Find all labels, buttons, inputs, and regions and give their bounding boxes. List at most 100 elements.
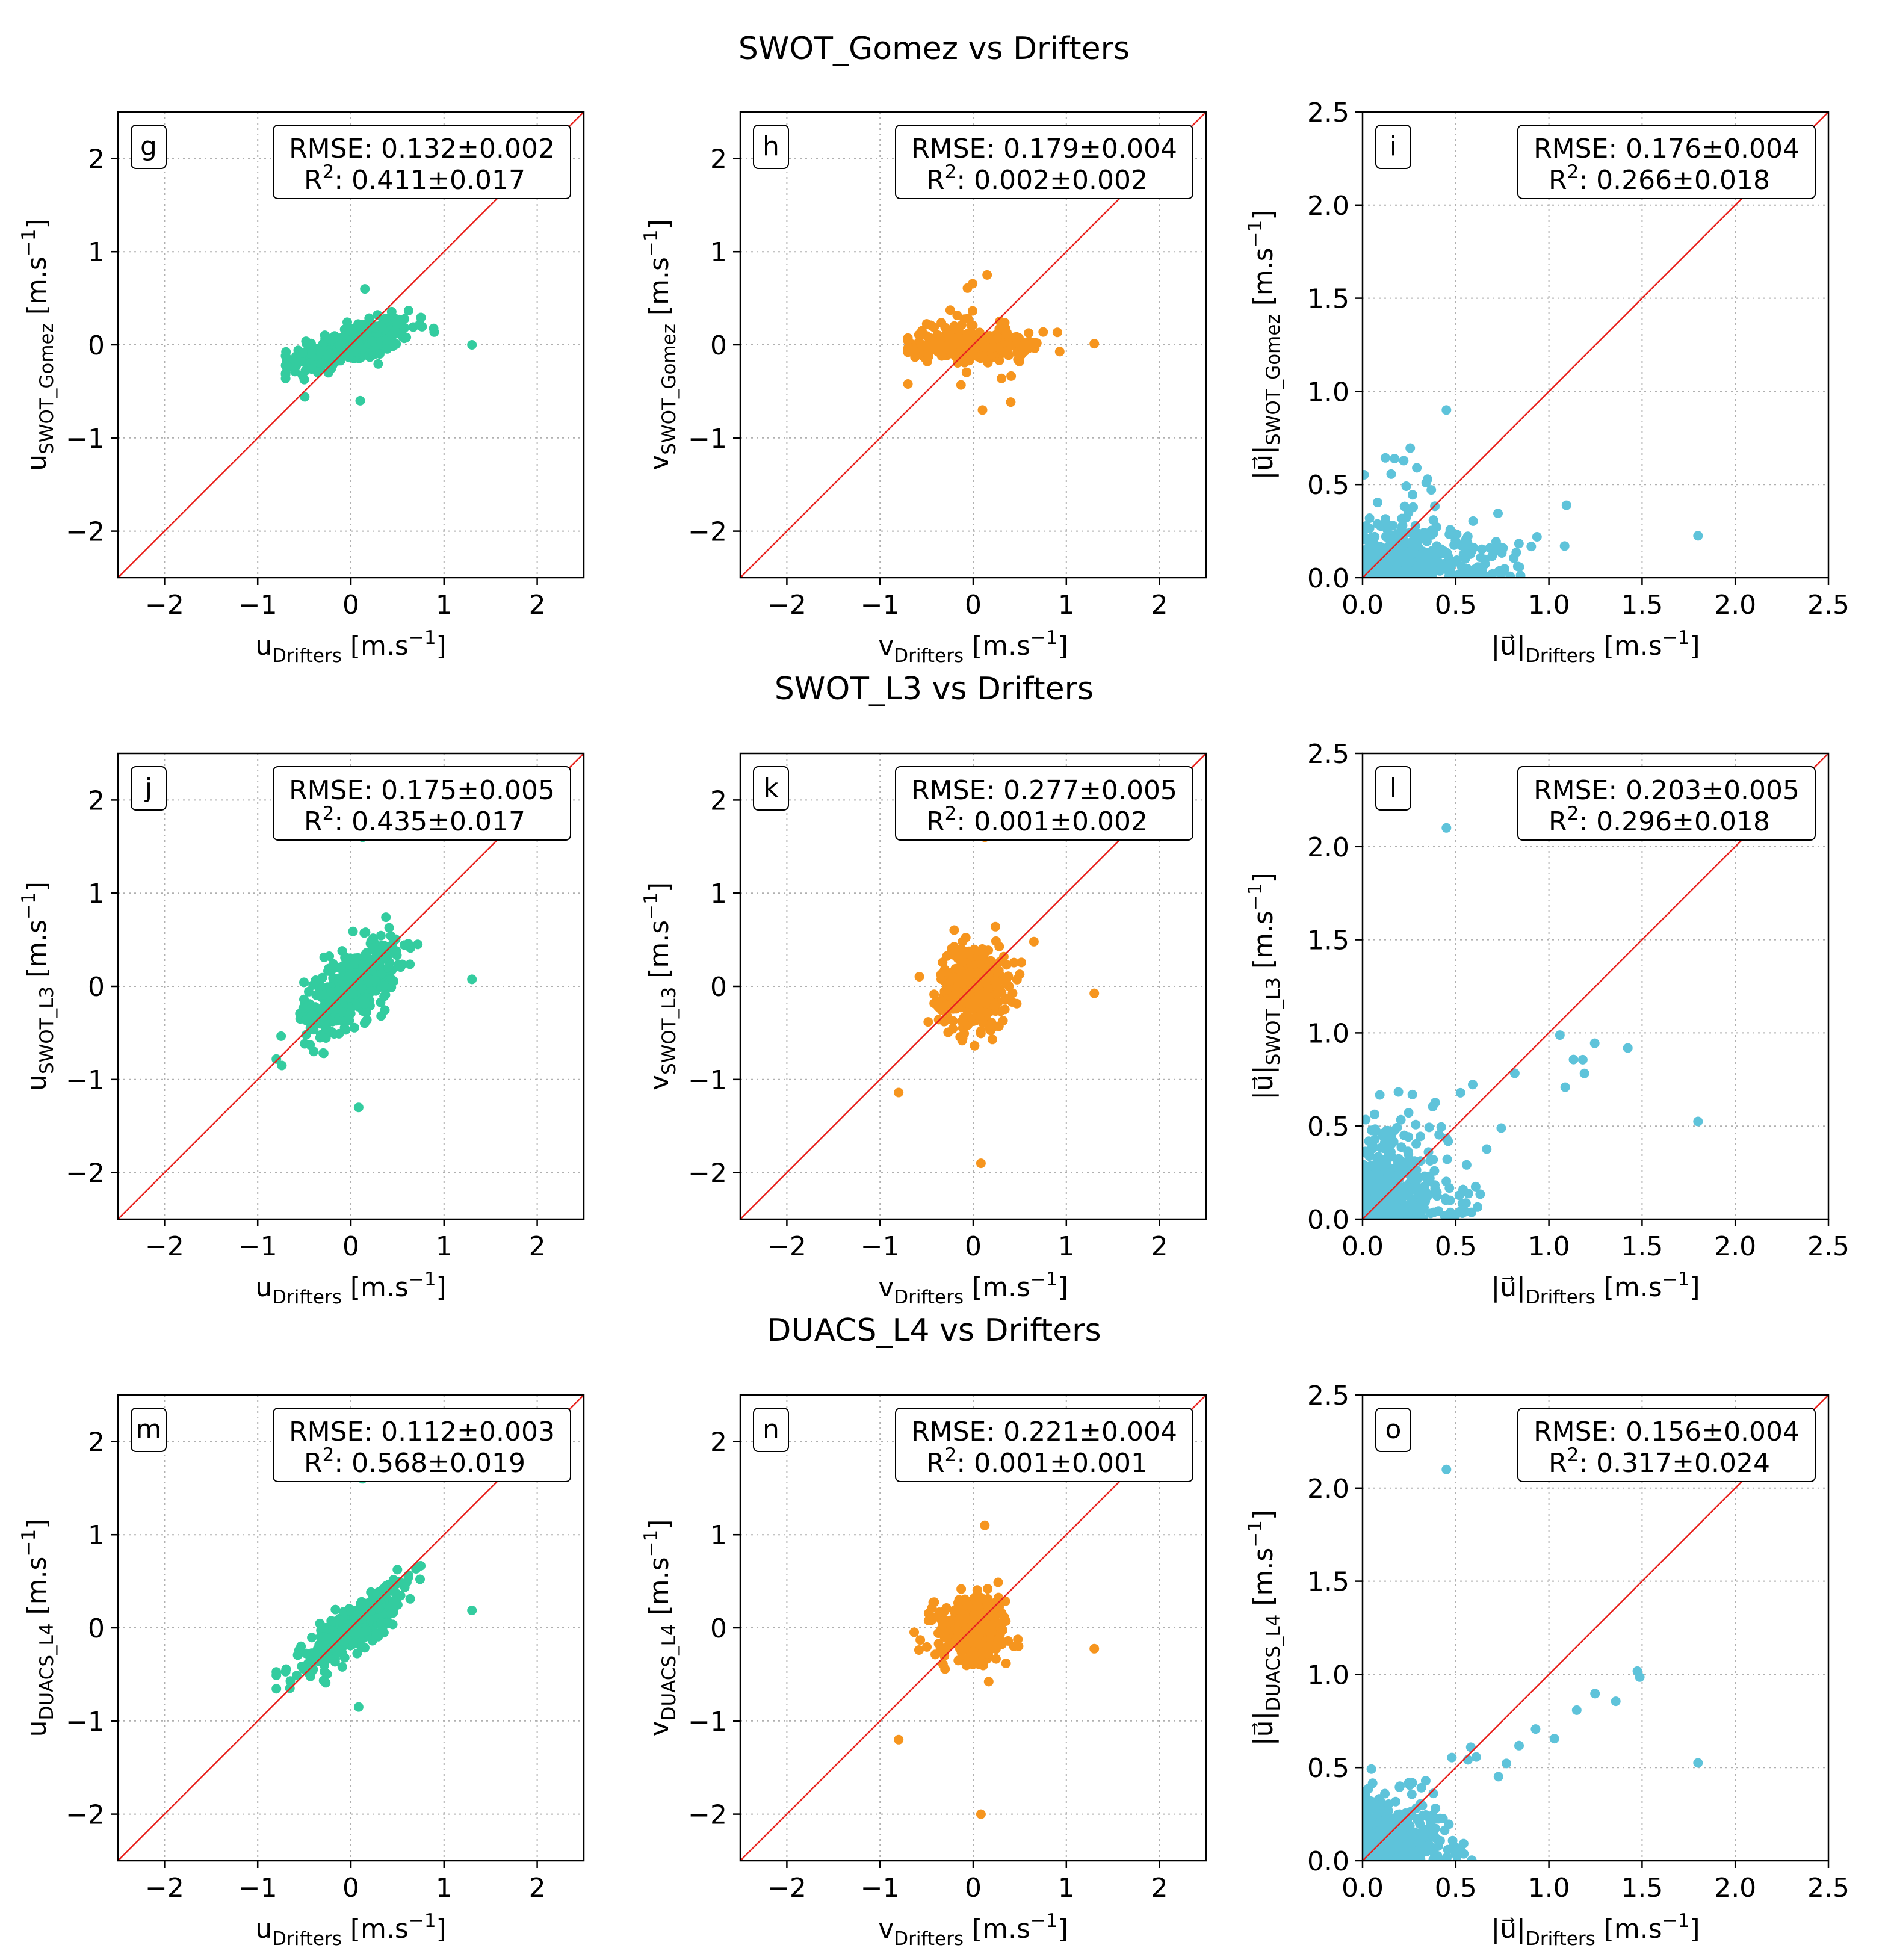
data-point: [1384, 1198, 1394, 1208]
data-point: [1436, 544, 1446, 554]
x-tick-label: 1.5: [1621, 590, 1663, 620]
data-point: [1623, 1043, 1633, 1053]
data-point: [1398, 540, 1408, 550]
data-point: [376, 930, 386, 941]
data-point: [348, 926, 358, 936]
x-axis-units: [m.s: [964, 631, 1030, 661]
x-axis-subscript: Drifters: [272, 1928, 342, 1950]
y-tick-label: −1: [66, 1065, 105, 1096]
data-point: [1363, 470, 1369, 480]
data-point: [1408, 490, 1417, 500]
data-point: [299, 977, 309, 988]
x-axis-subscript: Drifters: [894, 645, 964, 667]
data-point: [1390, 531, 1400, 542]
data-point: [1396, 1163, 1407, 1173]
data-point: [957, 956, 967, 966]
data-point: [959, 1596, 970, 1606]
y-tick-label: 2: [88, 785, 105, 816]
x-tick-label: −1: [238, 1873, 277, 1903]
y-axis-label: |u⃗|SWOT_Gomez [m.s−1]: [1245, 209, 1284, 480]
data-point: [316, 346, 326, 356]
data-point: [403, 939, 413, 949]
panel-l: 0.0 0.5 1.0 1.5 2.0 2.5 0.0 0.5 1.0 1.5 2.0 2.5 l RMS…: [1245, 739, 1849, 1308]
y-axis-units: [m.s: [22, 256, 52, 323]
data-point: [330, 1604, 341, 1615]
data-point: [1401, 481, 1411, 491]
r2-prefix: R: [926, 806, 945, 837]
data-point: [939, 1606, 950, 1616]
y-axis-exponent: −1: [18, 1529, 40, 1557]
x-tick-label: 0.0: [1342, 1873, 1384, 1903]
data-point: [408, 322, 418, 332]
data-point: [315, 1019, 326, 1029]
data-point: [1006, 397, 1016, 407]
data-point: [397, 959, 407, 969]
data-point: [1577, 1054, 1588, 1065]
data-point: [467, 974, 477, 985]
data-point: [353, 976, 364, 986]
data-point: [1441, 405, 1452, 415]
x-axis-label: |u⃗|Drifters [m.s−1]: [1491, 1269, 1700, 1308]
y-axis-symbol: u: [22, 1074, 52, 1091]
data-point: [318, 1003, 328, 1013]
y-tick-label: 0: [88, 1613, 105, 1644]
x-axis-units: [m.s: [1595, 1914, 1662, 1944]
data-point: [353, 319, 364, 329]
data-point: [966, 320, 976, 330]
data-point: [994, 342, 1004, 353]
y-axis-units: [m.s: [644, 1557, 675, 1624]
data-point: [348, 1639, 358, 1649]
data-point: [903, 379, 913, 389]
data-point: [1029, 936, 1039, 947]
data-point: [1496, 1123, 1506, 1133]
data-point: [942, 951, 952, 961]
stats-box: [1517, 766, 1816, 841]
data-point: [1429, 1823, 1439, 1834]
data-point: [1611, 1696, 1621, 1707]
data-point: [1693, 1116, 1703, 1127]
r2-value: : 0.001±0.001: [956, 1448, 1148, 1479]
data-point: [1423, 474, 1432, 484]
data-point: [915, 1635, 926, 1645]
data-point: [310, 1002, 320, 1012]
y-tick-label: 1: [710, 1520, 727, 1551]
data-point: [1370, 1125, 1381, 1136]
data-point: [384, 923, 394, 933]
data-point: [376, 1011, 386, 1021]
data-point: [298, 348, 308, 358]
data-point: [1447, 1752, 1457, 1763]
x-axis-exponent: −1: [409, 627, 436, 649]
data-point: [359, 997, 370, 1007]
plot-frame: [1361, 752, 1830, 1220]
data-point: [955, 341, 965, 351]
y-tick-label: −1: [688, 1065, 727, 1096]
data-point: [1380, 453, 1390, 463]
data-point: [1568, 1054, 1579, 1065]
x-axis-close: ]: [1058, 1272, 1068, 1303]
data-point: [962, 1012, 973, 1022]
y-axis-subscript: DUACS_L4: [658, 1624, 680, 1720]
data-point: [1526, 542, 1537, 552]
rmse-text: RMSE: 0.277±0.005: [911, 775, 1177, 806]
rmse-text: RMSE: 0.176±0.004: [1534, 134, 1800, 164]
r2-text: R2: 0.001±0.001: [926, 1444, 1148, 1479]
y-axis-close: ]: [644, 219, 675, 229]
x-tick-label: 0: [342, 1231, 359, 1262]
data-point: [1089, 1643, 1100, 1654]
data-point: [305, 1040, 315, 1050]
data-point: [1428, 1155, 1438, 1164]
panel-label: l: [1390, 773, 1397, 803]
data-point: [1467, 1855, 1477, 1861]
data-point: [405, 1594, 415, 1604]
rmse-text: RMSE: 0.112±0.003: [289, 1417, 555, 1447]
data-point: [1383, 1806, 1393, 1816]
data-point: [1411, 1119, 1421, 1130]
data-point: [277, 1060, 287, 1071]
data-point: [978, 950, 988, 960]
data-point: [952, 311, 962, 320]
data-point: [1363, 1178, 1373, 1188]
data-point: [1407, 1789, 1417, 1799]
data-point: [416, 312, 426, 323]
x-tick-label: 0.5: [1435, 590, 1477, 620]
data-point: [1444, 529, 1455, 539]
